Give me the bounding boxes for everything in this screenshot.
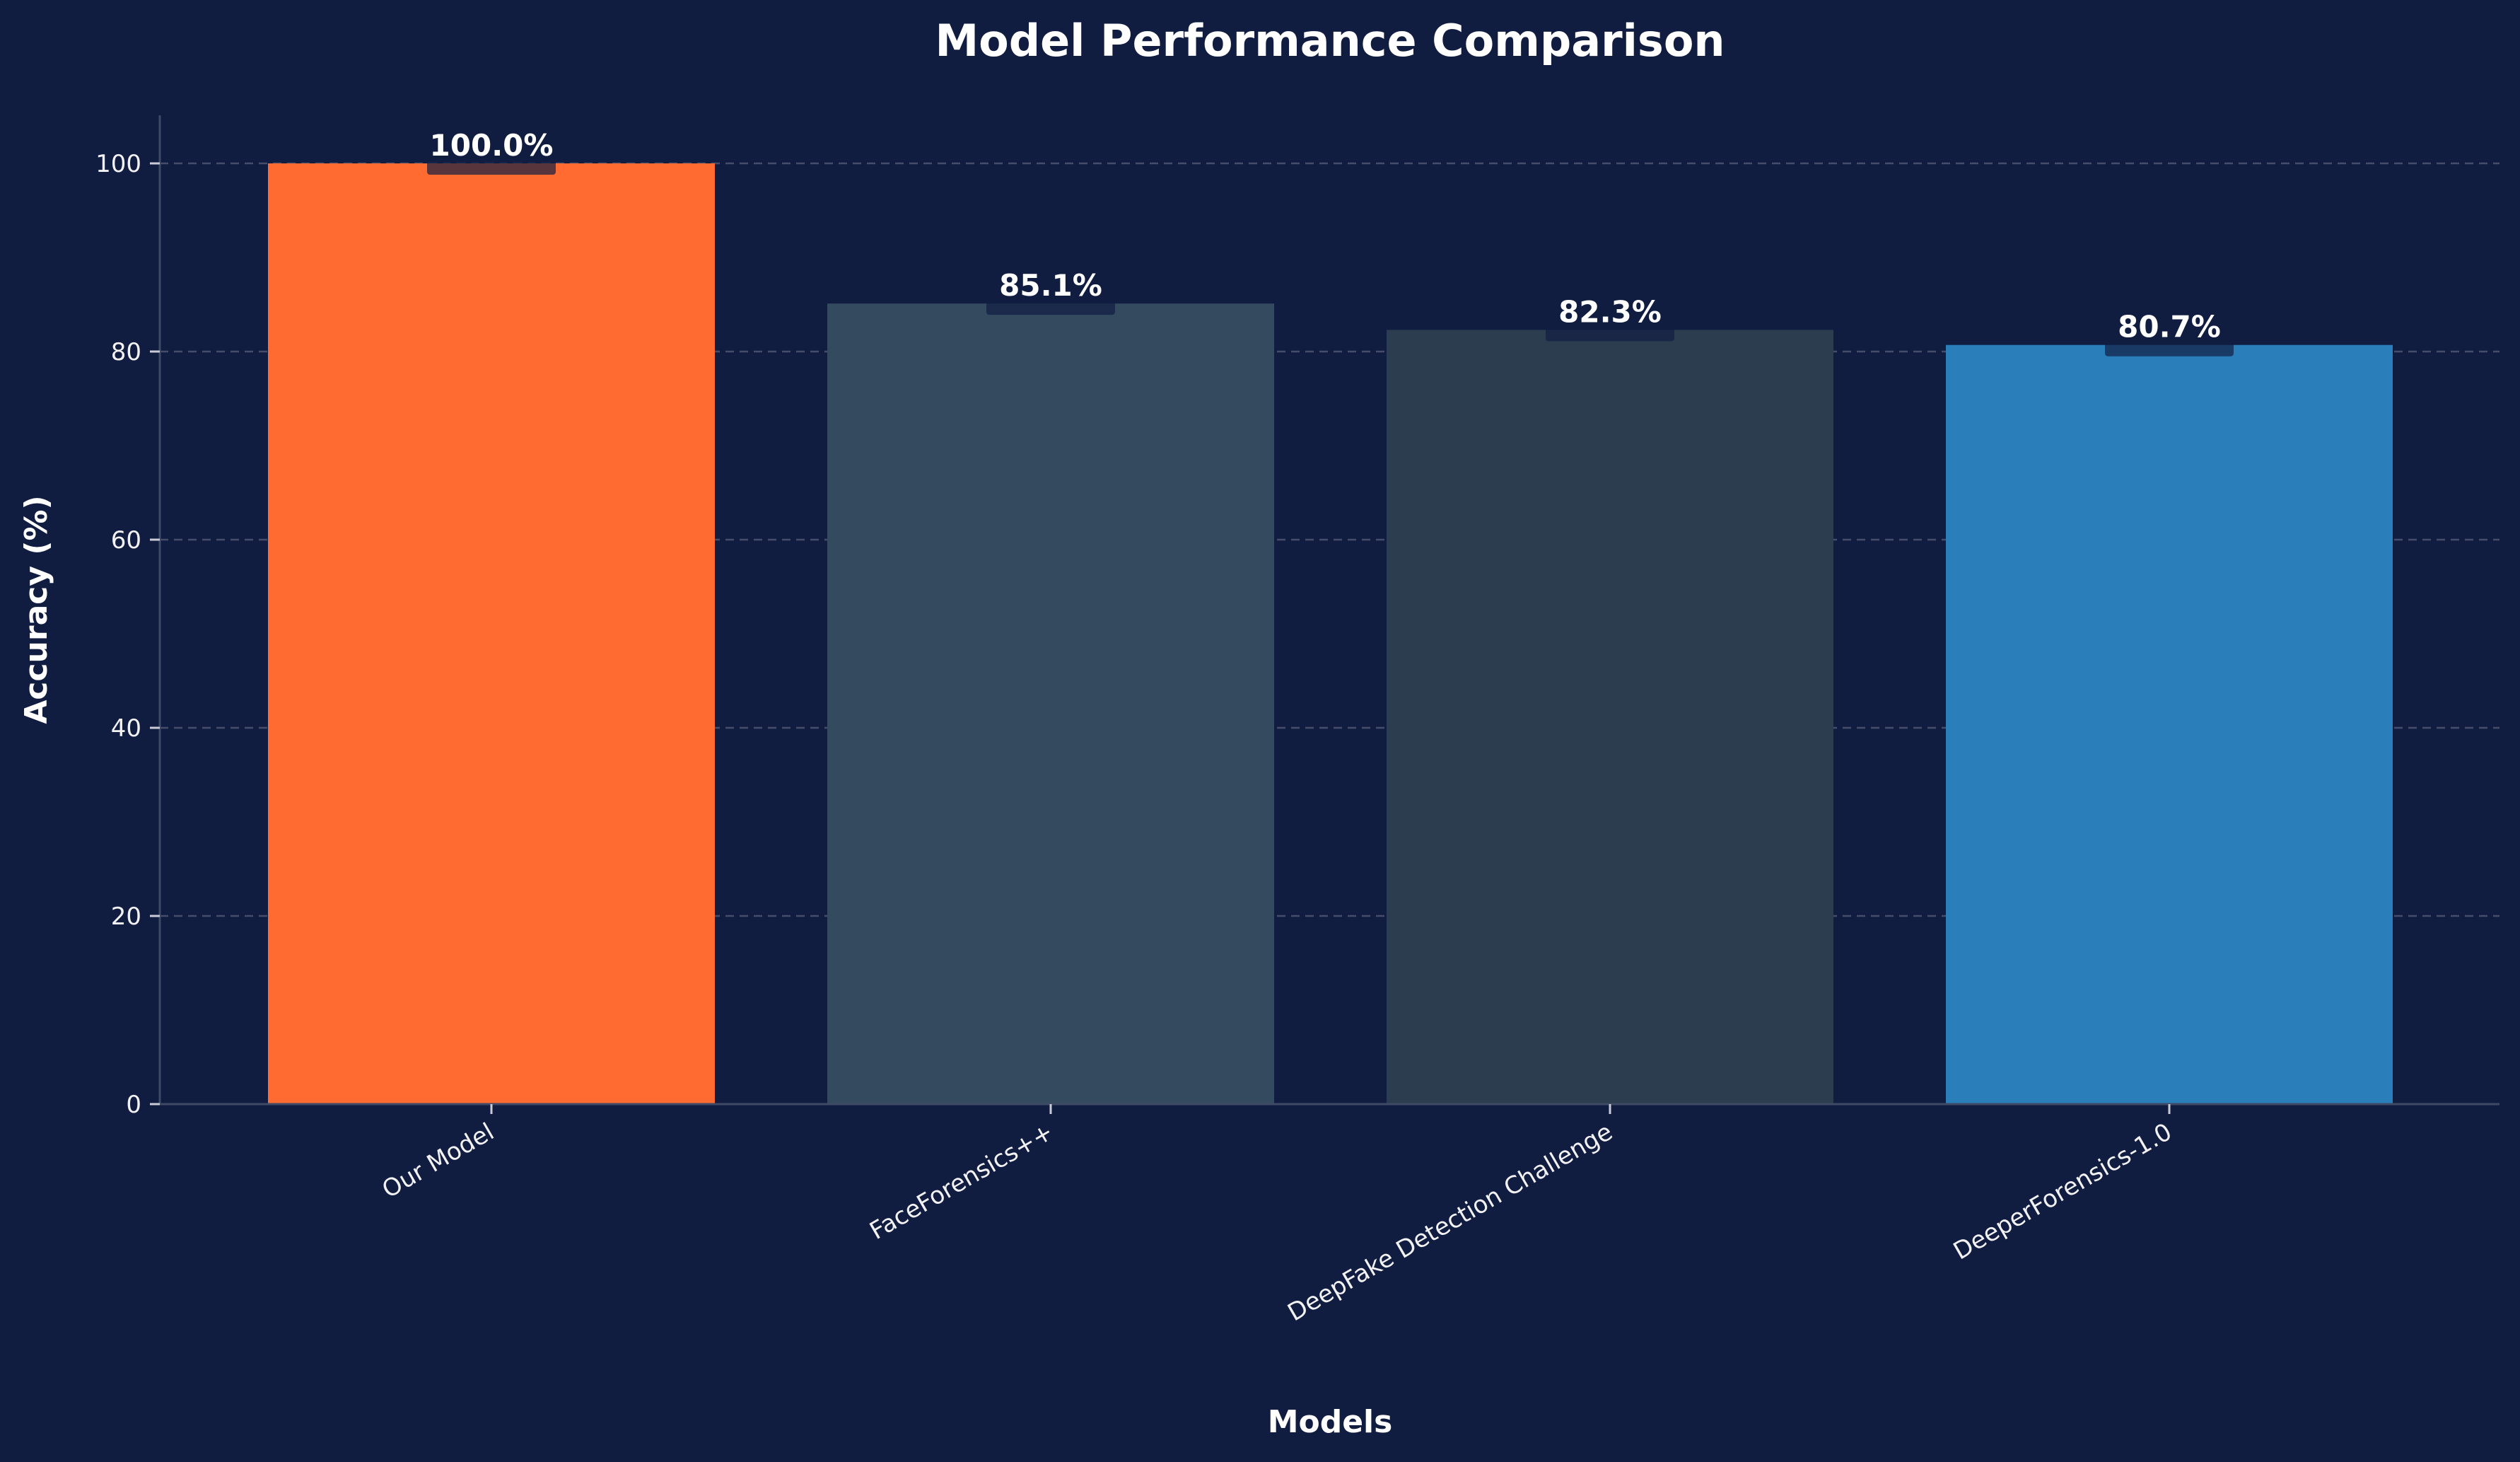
data-label-box-2 <box>986 279 1115 315</box>
bar-4 <box>1946 344 2393 1105</box>
y-tick-label-60: 60 <box>111 526 141 555</box>
data-label-box-1 <box>427 139 556 175</box>
data-label-4: 80.7% <box>2118 310 2221 344</box>
y-axis-title: Accuracy (%) <box>18 495 54 724</box>
data-label-box-3 <box>1546 306 1674 342</box>
data-label-2: 85.1% <box>999 268 1102 303</box>
bar-2 <box>827 303 1274 1104</box>
data-labels: 100.0% 85.1% 82.3% 80.7% <box>427 128 2234 356</box>
data-label-3: 82.3% <box>1558 294 1662 329</box>
y-tick-label-40: 40 <box>111 714 141 743</box>
axes <box>158 115 2499 1106</box>
bar-3 <box>1387 330 1833 1104</box>
bar-1 <box>268 163 715 1104</box>
data-label-1: 100.0% <box>430 128 554 163</box>
chart-title: Model Performance Comparison <box>935 15 1725 66</box>
y-ticks: 0 20 40 60 80 100 <box>95 150 160 1119</box>
y-tick-label-80: 80 <box>111 338 141 366</box>
data-label-box-4 <box>2105 320 2234 356</box>
y-tick-label-100: 100 <box>95 150 141 178</box>
y-tick-label-20: 20 <box>111 903 141 931</box>
y-tick-label-0: 0 <box>126 1091 141 1119</box>
bars <box>268 163 2393 1105</box>
x-axis-title: Models <box>1268 1404 1393 1440</box>
